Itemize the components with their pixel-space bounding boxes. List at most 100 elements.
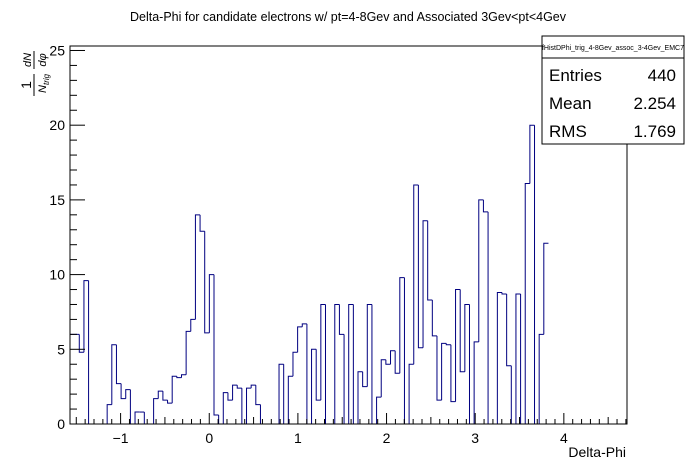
stats-entries-value: 440	[648, 66, 676, 85]
histogram-bin-88	[478, 199, 484, 342]
histogram-bin-54	[320, 303, 326, 401]
histogram-bin-52	[311, 348, 317, 424]
histogram-bin-85	[464, 303, 470, 372]
y-tick-label: 20	[49, 117, 65, 133]
histogram-bin-36	[236, 385, 242, 389]
histogram-bin-87	[473, 341, 479, 424]
histogram-bin-77	[427, 220, 433, 301]
histogram-bin-53	[315, 349, 321, 401]
histogram-bin-39	[250, 384, 256, 389]
histogram-bin-68	[385, 359, 391, 365]
histogram-bin-27	[194, 214, 201, 320]
x-tick-label: −1	[113, 430, 129, 446]
histogram-bin-20	[162, 391, 168, 401]
stats-mean-value: 2.254	[633, 94, 676, 113]
y-tick-label: 0	[57, 416, 65, 432]
histogram-bin-102	[543, 242, 549, 335]
histogram-bin-69	[390, 350, 396, 365]
histogram-bin-58	[338, 304, 345, 335]
histogram-bin-48	[292, 351, 298, 377]
y-title-den-sub: trig	[42, 73, 51, 85]
histogram-bin-24	[180, 374, 187, 378]
histogram-bin-80	[441, 342, 447, 401]
histogram-bin-67	[380, 359, 386, 398]
plot-frame	[69, 45, 628, 425]
x-axis: −1 0 1 2 3 4	[75, 413, 627, 446]
histogram-bin-82	[450, 344, 456, 403]
histogram-bin-38	[246, 387, 252, 424]
y-title-d-num: dN	[22, 53, 34, 67]
x-tick-label: 4	[560, 430, 568, 446]
histogram-bin-79	[436, 335, 442, 401]
histogram-bin-45	[278, 363, 284, 424]
y-title-frac-num: 1	[18, 81, 34, 89]
histogram-bin-29	[204, 231, 210, 334]
x-tick-label: 2	[383, 430, 391, 446]
histogram-bin-28	[199, 214, 205, 232]
histogram-bin-11	[120, 383, 126, 400]
histogram-bin-10	[115, 344, 122, 385]
histogram-bars	[69, 124, 549, 425]
histogram-bin-96	[515, 293, 521, 424]
histogram-bin-71	[399, 277, 405, 374]
stats-mean-label: Mean	[549, 94, 592, 113]
histogram-bin-12	[125, 389, 131, 399]
histogram-bin-25	[185, 330, 191, 375]
x-axis-title: Delta-Phi	[568, 444, 626, 460]
histogram-bin-93	[501, 292, 507, 295]
histogram-bin-40	[255, 385, 261, 406]
histogram-bin-47	[287, 375, 293, 424]
histogram-bin-49	[297, 326, 303, 353]
stats-box-name: fHistDPhi_trig_4-8Gev_assoc_3-4Gev_EMC7	[542, 45, 684, 52]
histogram-bin-94	[506, 294, 512, 367]
histogram-bin-3	[83, 280, 89, 353]
x-tick-label: 1	[294, 430, 302, 446]
y-tick-label: 15	[49, 192, 65, 208]
histogram-bin-31	[213, 274, 219, 416]
histogram-bin-14	[134, 411, 140, 424]
y-tick-label: 5	[57, 341, 65, 357]
histogram-bin-60	[348, 303, 354, 424]
histogram-bin-101	[538, 333, 544, 424]
histogram-bin-21	[167, 400, 173, 404]
histogram-bin-18	[153, 398, 159, 424]
y-title-d-den: dφ	[37, 53, 49, 66]
x-tick-label: 3	[471, 430, 479, 446]
histogram-bin-64	[366, 303, 372, 387]
chart-title: Delta-Phi for candidate electrons w/ pt=…	[130, 10, 567, 24]
histogram-bin-70	[394, 350, 400, 374]
histogram-bin-99	[529, 124, 535, 184]
y-axis-title: 1 N trig dN dφ	[18, 51, 51, 96]
histogram-bin-57	[334, 303, 340, 424]
stats-rms-label: RMS	[549, 122, 587, 141]
y-tick-label: 25	[49, 42, 65, 58]
histogram-bin-66	[376, 396, 382, 424]
histogram-bin-84	[459, 289, 465, 373]
histogram-bin-8	[106, 404, 112, 424]
y-tick-label: 10	[49, 267, 65, 283]
y-title-frac-den: N	[37, 85, 49, 93]
histogram-bin-92	[496, 292, 502, 424]
histogram-bin-2	[78, 334, 84, 353]
histogram-bin-30	[208, 274, 214, 333]
histogram-bin-83	[455, 289, 461, 402]
histogram-bin-89	[482, 199, 489, 213]
histogram-bin-34	[227, 392, 233, 401]
stats-box-frame	[541, 35, 685, 145]
y-axis: 0 5 10 15 20 25	[49, 42, 85, 432]
histogram-bin-22	[171, 375, 177, 404]
histogram-bin-75	[417, 184, 424, 349]
stats-entries-label: Entries	[549, 66, 602, 85]
histogram-bin-73	[408, 363, 414, 424]
histogram-bin-98	[524, 182, 530, 424]
histogram-bin-50	[301, 323, 307, 327]
stats-box: fHistDPhi_trig_4-8Gev_assoc_3-4Gev_EMC7 …	[541, 35, 685, 145]
histogram-bin-33	[222, 392, 228, 424]
histogram-bin-81	[445, 343, 451, 346]
histogram-bin-23	[176, 376, 182, 379]
histogram-bin-63	[362, 371, 368, 388]
histogram-bin-78	[431, 299, 437, 337]
histogram-bin-35	[232, 384, 238, 401]
stats-rms-value: 1.769	[633, 122, 676, 141]
